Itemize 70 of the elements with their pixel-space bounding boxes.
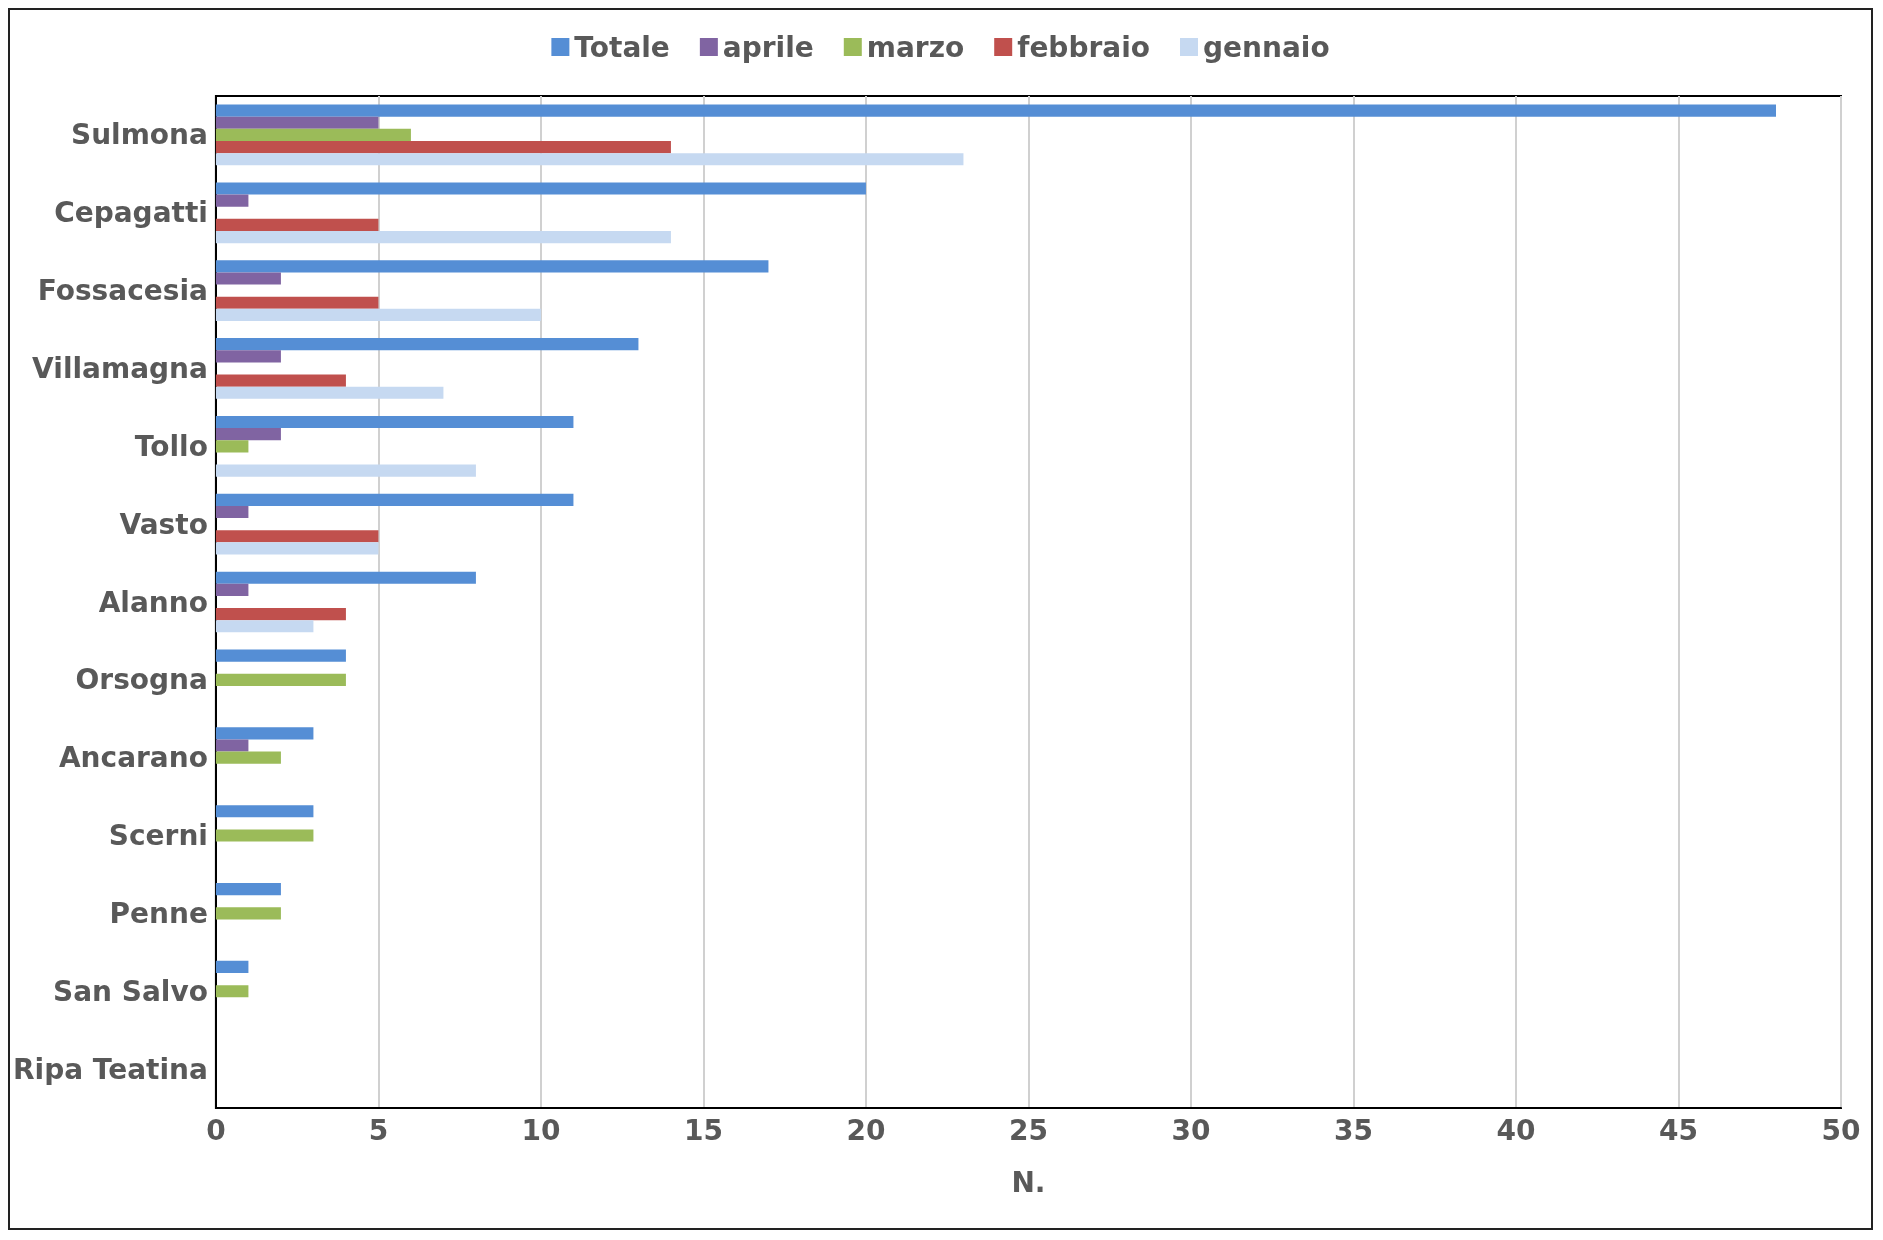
- bar: [215, 883, 281, 896]
- bar: [215, 829, 314, 842]
- x-tick-label: 50: [1821, 1113, 1861, 1147]
- bar: [215, 960, 249, 974]
- bar: [215, 296, 379, 309]
- x-tick-label: 35: [1333, 1113, 1373, 1147]
- bar: [215, 308, 541, 321]
- bar: [215, 128, 411, 141]
- y-tick-label: Fossacesia: [37, 274, 208, 308]
- y-tick-label: San Salvo: [53, 974, 208, 1008]
- legend-label: Totale: [574, 30, 670, 64]
- y-tick-label: Sulmona: [70, 118, 208, 152]
- bar: [215, 230, 671, 244]
- bar: [215, 739, 249, 752]
- bar: [215, 805, 314, 818]
- legend-label: gennaio: [1203, 30, 1330, 64]
- bar: [215, 194, 249, 207]
- x-tick-label: 5: [368, 1113, 389, 1147]
- bar: [215, 104, 1776, 117]
- x-tick-label: 15: [683, 1113, 723, 1147]
- bar: [215, 116, 379, 129]
- x-tick-label: 40: [1496, 1113, 1536, 1147]
- x-tick-label: 20: [846, 1113, 886, 1147]
- y-tick-label: Tollo: [134, 429, 208, 463]
- x-tick-label: 45: [1659, 1113, 1698, 1147]
- y-tick-label: Vasto: [119, 507, 208, 541]
- x-axis-title: N.: [1011, 1165, 1046, 1199]
- bar: [215, 649, 346, 662]
- bar: [215, 583, 249, 596]
- legend-label: febbraio: [1017, 30, 1150, 64]
- bar: [215, 141, 671, 154]
- bar: [215, 751, 281, 764]
- bar: [215, 386, 444, 399]
- bar: [215, 260, 769, 273]
- bar: [215, 272, 281, 285]
- y-tick-label: Alanno: [98, 585, 208, 619]
- bar: [215, 350, 281, 363]
- bar: [215, 608, 346, 621]
- legend-label: aprile: [722, 30, 814, 64]
- y-tick-label: Scerni: [108, 819, 208, 853]
- y-tick-label: Ancarano: [58, 741, 208, 775]
- x-tick-label: 25: [1008, 1113, 1048, 1147]
- bar: [215, 428, 281, 441]
- bar: [215, 530, 379, 543]
- bar: [215, 673, 346, 686]
- bar: [215, 542, 379, 555]
- bar: [215, 620, 314, 633]
- bar: [215, 571, 476, 584]
- x-tick-label: 10: [521, 1113, 561, 1147]
- bar: [215, 505, 249, 519]
- x-tick-label: 0: [206, 1113, 226, 1147]
- bar: [215, 182, 866, 195]
- bar: [215, 338, 639, 351]
- x-tick-label: 30: [1171, 1113, 1211, 1147]
- bar: [215, 153, 964, 166]
- bar: [215, 218, 379, 231]
- y-tick-label: Cepagatti: [54, 196, 208, 230]
- y-tick-label: Penne: [109, 896, 208, 930]
- bar: [215, 415, 574, 429]
- bar: [215, 440, 249, 453]
- bar: [215, 464, 476, 477]
- bar: [215, 493, 574, 506]
- y-tick-label: Villamagna: [32, 351, 208, 385]
- bar: [215, 985, 249, 998]
- y-tick-label: Ripa Teatina: [13, 1052, 208, 1086]
- bar: [215, 374, 346, 387]
- bar: [215, 907, 281, 920]
- legend-label: marzo: [866, 30, 965, 64]
- y-tick-label: Orsogna: [75, 663, 208, 697]
- bar: [215, 727, 314, 740]
